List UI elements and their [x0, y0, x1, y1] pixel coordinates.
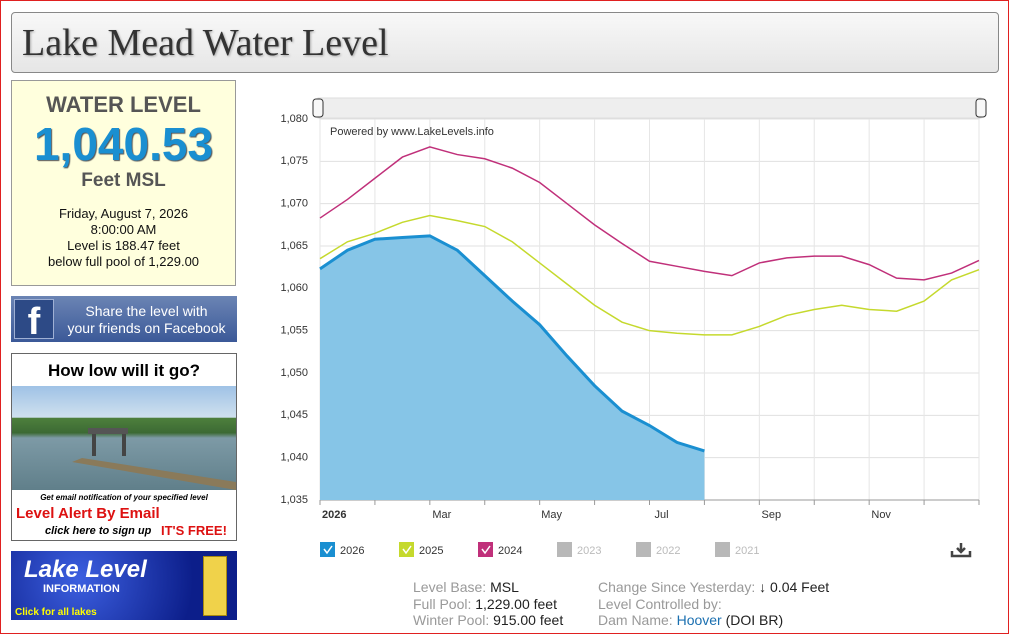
legend-item[interactable]: 2025	[399, 542, 443, 557]
stat-label: Change Since Yesterday:	[598, 579, 756, 595]
stat-row: Change Since Yesterday: ↓ 0.04 Feet	[598, 579, 829, 596]
series-line	[319, 234, 705, 453]
ad-signup: click here to sign up	[45, 525, 152, 537]
legend-label: 2021	[735, 545, 759, 557]
stat-value: 1,229.00 feet	[475, 595, 557, 612]
stat-row: Full Pool: 1,229.00 feet	[413, 596, 563, 613]
stat-value: 915.00 feet	[493, 612, 564, 628]
legend-item[interactable]: 2021	[715, 542, 759, 557]
legend-swatch	[478, 542, 493, 557]
stat-label: Level Base:	[413, 579, 487, 595]
legend-item[interactable]: 2022	[636, 542, 680, 557]
stat-value: (DOI BR)	[725, 612, 784, 628]
legend-item[interactable]: 2026	[320, 542, 364, 557]
level-date: Friday, August 7, 2026	[58, 206, 189, 221]
ad-note: Get email notification of your specified…	[40, 493, 208, 502]
legend-check	[481, 545, 491, 555]
info-title: Lake Level	[24, 556, 147, 583]
legend-swatch	[557, 542, 572, 557]
info-subtitle: INFORMATION	[43, 583, 120, 595]
y-tick-label: 1,060	[280, 282, 308, 294]
y-tick-label: 1,035	[280, 494, 308, 506]
legend-label: 2025	[419, 545, 443, 557]
stats-col2: Change Since Yesterday: ↓ 0.04 Feet Leve…	[598, 579, 829, 629]
stat-row: Winter Pool: 915.00 feet	[413, 612, 563, 629]
page-title: Lake Mead Water Level	[22, 22, 389, 64]
level-unit: Feet MSL	[81, 170, 166, 191]
stat-label: Level Controlled by:	[598, 595, 722, 612]
legend-label: 2023	[577, 545, 601, 557]
y-tick-label: 1,065	[280, 240, 308, 252]
x-tick-label: Nov	[871, 509, 891, 521]
level-line: Level is 188.47 feet	[67, 238, 180, 253]
legend-swatch	[399, 542, 414, 557]
legend-check	[402, 545, 412, 555]
legend-check	[323, 545, 333, 555]
stat-label: Winter Pool:	[413, 612, 490, 628]
stat-value: MSL	[490, 579, 519, 595]
legend-swatch	[320, 542, 335, 557]
y-tick-label: 1,070	[280, 198, 308, 210]
legend-label: 2022	[656, 545, 680, 557]
ad-title: How low will it go?	[47, 361, 201, 380]
navigator-handle[interactable]	[312, 98, 324, 118]
ad-image	[12, 386, 236, 490]
chart-credit: Powered by www.LakeLevels.info	[330, 126, 494, 138]
stat-row: Level Controlled by:	[598, 596, 829, 613]
facebook-share[interactable]: f Share the level with your friends on Fa…	[11, 296, 237, 343]
stat-label: Full Pool:	[413, 595, 472, 612]
level-heading: WATER LEVEL	[46, 92, 201, 117]
ruler-icon	[203, 556, 227, 616]
legend-item[interactable]: 2023	[557, 542, 601, 557]
area	[320, 235, 705, 500]
ad-free: IT'S FREE!	[161, 523, 227, 538]
series-line	[319, 146, 980, 281]
x-tick-label: May	[541, 509, 562, 521]
ad-headline: Level Alert By Email	[16, 505, 160, 522]
y-tick-label: 1,055	[280, 325, 308, 337]
legend-item[interactable]: 2024	[478, 542, 522, 557]
legend-label: 2026	[340, 545, 364, 557]
lake-info-ad[interactable]: Lake Level INFORMATION Click for all lak…	[11, 551, 237, 620]
level-line: below full pool of 1,229.00	[47, 254, 200, 269]
x-tick-label: 2026	[322, 509, 346, 521]
y-tick-label: 1,045	[280, 409, 308, 421]
stat-row: Level Base: MSL	[413, 579, 563, 596]
download-icon[interactable]	[950, 543, 972, 558]
y-tick-label: 1,080	[280, 113, 308, 125]
legend-swatch	[636, 542, 651, 557]
y-tick-label: 1,040	[280, 452, 308, 464]
facebook-icon: f	[14, 299, 54, 343]
share-text: Share the level with	[85, 303, 208, 319]
x-tick-label: Jul	[654, 509, 668, 521]
share-text: your friends on Facebook	[67, 320, 226, 336]
dam-link[interactable]: Hoover	[676, 612, 722, 628]
chart: 1,035 1,040 1,045 1,050 1,055 1,060 1,065 1,070…	[280, 97, 987, 558]
dock-picture	[72, 428, 236, 490]
level-value: 1,040.53	[33, 118, 214, 170]
x-tick-label: Mar	[432, 509, 451, 521]
y-tick-label: 1,050	[280, 367, 308, 379]
x-tick-label: Sep	[762, 509, 782, 521]
stat-value: ↓ 0.04 Feet	[759, 579, 830, 595]
stat-row: Dam Name: Hoover (DOI BR)	[598, 612, 829, 629]
info-link: Click for all lakes	[15, 607, 97, 618]
alert-ad[interactable]: How low will it go? Get email notificati…	[11, 353, 237, 541]
navigator	[317, 97, 982, 119]
series-line	[319, 214, 980, 336]
level-time: 8:00:00 AM	[90, 222, 157, 237]
legend-label: 2024	[498, 545, 522, 557]
level-box: WATER LEVEL 1,040.53 Feet MSL Friday, Au…	[11, 80, 236, 286]
stats-col1: Level Base: MSL Full Pool: 1,229.00 feet…	[413, 579, 563, 629]
y-tick-label: 1,075	[280, 155, 308, 167]
legend-swatch	[715, 542, 730, 557]
stat-label: Dam Name:	[598, 612, 673, 628]
navigator-handle[interactable]	[975, 98, 987, 118]
header: Lake Mead Water Level	[11, 12, 999, 73]
